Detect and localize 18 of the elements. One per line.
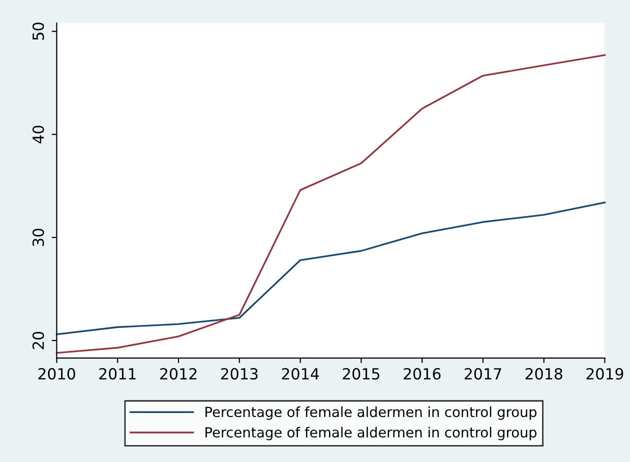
x-tick-label: 2016 [404, 368, 441, 380]
x-tick-label: 2018 [526, 368, 562, 380]
x-tick-label: 2017 [464, 368, 502, 380]
y-tick-label: 50 [32, 22, 44, 40]
x-tick-label: 2015 [342, 368, 380, 380]
line-series [56, 54, 606, 354]
x-tick-label: 2010 [38, 368, 76, 380]
x-tick-label: 2014 [282, 368, 319, 380]
y-tick-label: 40 [32, 126, 44, 144]
x-tick-label: 2012 [160, 368, 196, 380]
x-tick-label: 2013 [221, 368, 258, 380]
legend-label: Percentage of female aldermen in control group [206, 406, 536, 420]
legend-label: Percentage of female aldermen in control group [206, 426, 536, 440]
line-series [56, 202, 606, 336]
x-tick-label: 2019 [586, 368, 624, 380]
x-tick-label: 2011 [99, 368, 136, 380]
y-tick-label: 20 [32, 332, 44, 350]
y-tick-label: 30 [32, 228, 44, 246]
